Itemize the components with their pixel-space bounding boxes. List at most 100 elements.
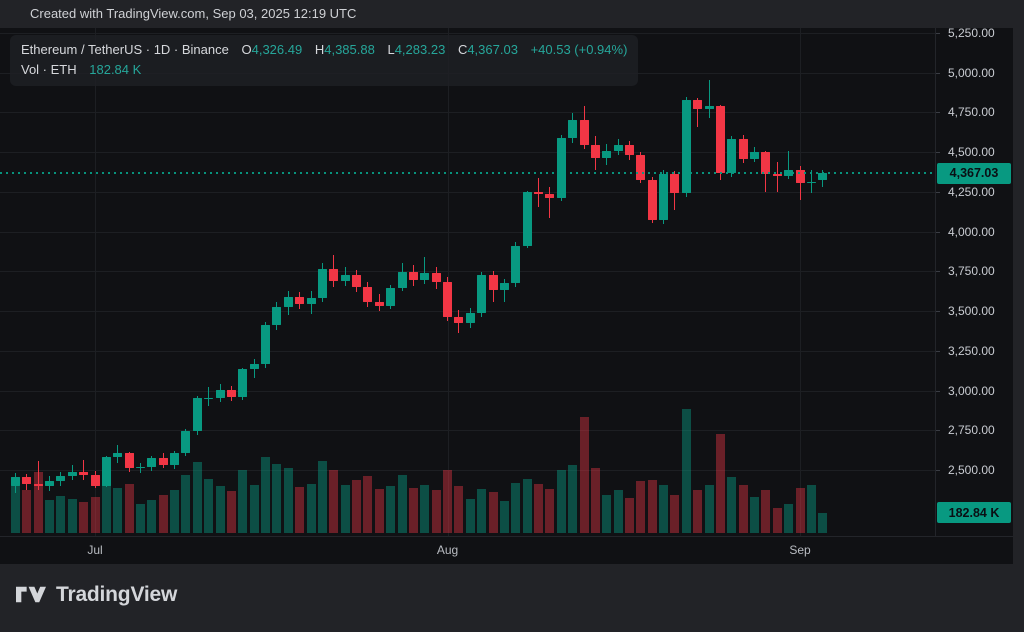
volume-bar — [545, 489, 555, 533]
candle-body — [624, 145, 634, 155]
grid-line-horizontal — [0, 231, 935, 233]
low-value: 4,283.23 — [394, 42, 446, 57]
volume-bar — [522, 479, 532, 533]
candle-body — [374, 301, 384, 306]
volume-bar — [397, 474, 407, 533]
candle-body — [79, 471, 89, 475]
candle-body — [772, 174, 782, 176]
grid-line-horizontal — [0, 350, 935, 352]
price-tick-mark — [936, 390, 940, 392]
volume-badge-value: 182.84 K — [948, 505, 1000, 520]
time-scale[interactable]: Jul Aug Sep — [0, 536, 1013, 564]
candle-body — [681, 99, 691, 194]
candle-body — [408, 272, 418, 281]
volume-bar — [226, 491, 236, 533]
candle-body — [750, 152, 760, 159]
volume-bar — [704, 484, 714, 533]
volume-bar — [352, 480, 362, 533]
price-tick-mark — [936, 191, 940, 193]
volume-bar — [806, 484, 816, 533]
candle-body — [568, 119, 578, 138]
price-tick-mark — [936, 152, 940, 154]
price-tick-mark — [936, 271, 940, 273]
volume-bar — [556, 470, 566, 533]
candle-wick — [810, 169, 812, 193]
price-tick-mark — [936, 470, 940, 471]
price-tick-mark — [936, 72, 940, 74]
volume-bar — [568, 464, 578, 533]
volume-bar — [784, 504, 794, 533]
candle-wick — [37, 461, 39, 490]
candle-body — [272, 307, 282, 325]
volume-bar — [67, 498, 77, 533]
candle-body — [181, 431, 191, 453]
candle-body — [670, 173, 680, 194]
candle-body — [45, 481, 55, 486]
candle-body — [715, 106, 725, 173]
candle-body — [249, 364, 259, 370]
volume-bar — [579, 416, 589, 533]
candle-body — [67, 471, 77, 476]
candle-body — [261, 324, 271, 365]
grid-line-vertical — [95, 28, 96, 536]
volume-study-label: Vol · ETH — [21, 62, 77, 77]
candle-body — [534, 191, 543, 195]
volume-bar — [340, 484, 350, 533]
volume-bar — [170, 490, 180, 533]
high-label: H — [314, 42, 325, 57]
volume-bar — [636, 481, 646, 533]
high-value: 4,385.88 — [324, 42, 375, 57]
candle-body — [499, 283, 509, 290]
candle-body — [147, 458, 157, 467]
volume-bar — [329, 470, 339, 533]
volume-bar — [659, 484, 669, 533]
grid-line-horizontal — [0, 112, 935, 114]
candle-body — [352, 274, 362, 288]
volume-bar — [238, 470, 248, 533]
candle-body — [761, 152, 771, 175]
tradingview-logo[interactable]: TradingView — [16, 582, 177, 607]
volume-bar — [738, 484, 748, 533]
volume-bar — [56, 495, 66, 533]
candle-body — [443, 281, 453, 317]
chart-legend: Ethereum / TetherUS · 1D · Binance O4,32… — [10, 35, 639, 86]
grid-line-horizontal — [0, 470, 935, 471]
candle-body — [795, 170, 805, 184]
time-tick-label: Aug — [436, 543, 459, 557]
candle-body — [522, 191, 532, 246]
volume-bar — [795, 488, 805, 533]
chart-canvas[interactable] — [0, 28, 935, 536]
volume-bar — [624, 497, 634, 533]
volume-bar — [249, 484, 259, 533]
candle-body — [306, 298, 316, 304]
price-tick-label: 4,500.00 — [948, 145, 995, 160]
volume-bar — [135, 504, 145, 533]
candle-wick — [208, 386, 210, 407]
candle-body — [215, 389, 225, 398]
volume-bar — [45, 500, 55, 533]
candle-body — [90, 474, 100, 486]
candle-body — [659, 173, 669, 220]
volume-bar — [317, 460, 327, 533]
candle-body — [818, 173, 828, 180]
grid-line-horizontal — [0, 152, 935, 154]
tradingview-wordmark: TradingView — [56, 582, 178, 606]
volume-bar — [488, 492, 498, 533]
price-tick-label: 5,250.00 — [948, 26, 995, 40]
candle-body — [329, 268, 339, 281]
candle-body — [283, 296, 293, 308]
volume-bar — [147, 500, 157, 533]
price-scale[interactable]: 4,367.03 182.84 K 5,250.00 5,000.00 4,750.… — [935, 26, 1013, 536]
price-tick-label: 3,750.00 — [948, 264, 995, 279]
price-tick-label: 3,500.00 — [948, 304, 995, 319]
volume-bar — [295, 486, 305, 533]
candle-wick — [788, 151, 790, 180]
price-tick-label: 4,250.00 — [948, 184, 995, 199]
price-tick-mark — [936, 311, 940, 313]
candle-body — [204, 397, 214, 400]
close-label: C — [457, 42, 468, 57]
candle-body — [386, 288, 396, 306]
candle-wick — [697, 98, 699, 127]
volume-bar — [113, 488, 123, 533]
